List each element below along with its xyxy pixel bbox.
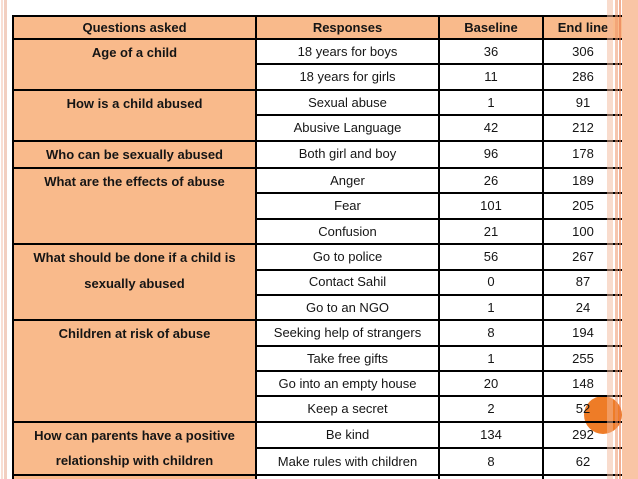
baseline-cell: 11 <box>438 63 544 91</box>
response-cell: Seeking help of strangers <box>255 319 440 347</box>
header-row: Questions asked Responses Baseline End l… <box>12 15 624 40</box>
column-header-endline: End line <box>542 15 624 40</box>
endline-cell: 178 <box>542 139 624 169</box>
question-cell: Age of a child <box>12 38 257 91</box>
baseline-cell: 20 <box>438 370 544 398</box>
table-row: Who can be sexually abused Both girl and … <box>12 139 624 169</box>
right-border-band <box>622 0 638 479</box>
table-row: Fear 101 205 <box>13 192 624 220</box>
endline-cell: 286 <box>542 63 624 91</box>
baseline-cell: 36 <box>438 37 544 66</box>
endline-cell: 62 <box>542 447 624 476</box>
response-cell: Sexual abuse <box>255 88 440 117</box>
left-border-stripe-outer <box>1 0 3 479</box>
baseline-cell: 1 <box>438 88 544 117</box>
endline-cell: 148 <box>542 370 624 398</box>
response-cell: 18 years for girls <box>255 63 440 91</box>
response-cell: Keep a secret <box>255 395 440 423</box>
column-header-questions: Questions asked <box>12 15 257 40</box>
baseline-cell: 1 <box>438 344 544 373</box>
endline-cell: 267 <box>542 243 624 271</box>
response-cell: Both girl and boy <box>255 139 440 169</box>
endline-cell: 87 <box>542 268 624 296</box>
baseline-cell: 0 <box>438 268 544 296</box>
question-cell: What should be done if a child is sexual… <box>12 243 257 322</box>
baseline-cell: 2 <box>438 395 544 423</box>
response-cell: Anger <box>255 166 440 195</box>
baseline-cell: 8 <box>438 447 544 476</box>
baseline-cell: 42 <box>438 114 544 142</box>
table-row: Contact Sahil 0 87 <box>13 268 624 296</box>
table-row: Age of a child 18 years for boys 36 306 <box>12 37 624 91</box>
response-cell: Take free gifts <box>255 344 440 373</box>
table-row: How is a child abused Sexual abuse 1 91 <box>12 88 624 142</box>
table-row: Children at risk of abuse Seeking help of… <box>12 319 624 423</box>
question-cell: What are the effects of abuse <box>12 166 257 246</box>
baseline-cell: 134 <box>438 420 544 450</box>
table-row: 18 years for girls 11 286 <box>13 63 624 91</box>
response-cell: Be kind <box>255 420 440 450</box>
endline-cell: 24 <box>542 293 624 322</box>
baseline-cell: 96 <box>438 139 544 169</box>
endline-cell: 52 <box>542 395 624 423</box>
question-cell: Children at risk of abuse <box>12 319 257 423</box>
column-header-responses: Responses <box>255 15 440 40</box>
response-cell <box>255 473 440 479</box>
endline-cell: 292 <box>542 420 624 450</box>
endline-cell: 91 <box>542 88 624 117</box>
table-row: Keep a secret 2 52 <box>13 395 624 423</box>
column-header-baseline: Baseline <box>438 15 544 40</box>
response-cell: Go into an empty house <box>255 370 440 398</box>
table-row <box>12 473 624 479</box>
table-row: Go to an NGO 1 24 <box>13 293 624 322</box>
question-cell: Who can be sexually abused <box>12 139 257 169</box>
baseline-cell: 26 <box>438 166 544 195</box>
endline-cell <box>542 473 624 479</box>
response-cell: Fear <box>255 192 440 220</box>
table-row: What should be done if a child is sexual… <box>12 243 624 322</box>
table-row: Take free gifts 1 255 <box>13 344 624 373</box>
baseline-cell <box>438 473 544 479</box>
baseline-cell: 1 <box>438 293 544 322</box>
response-cell: 18 years for boys <box>255 37 440 66</box>
response-cell: Confusion <box>255 217 440 246</box>
left-border-stripe-inner <box>4 0 7 479</box>
response-cell: Go to an NGO <box>255 293 440 322</box>
question-cell: How can parents have a positive relation… <box>12 420 257 476</box>
endline-cell: 255 <box>542 344 624 373</box>
baseline-cell: 56 <box>438 243 544 271</box>
question-cell: How is a child abused <box>12 88 257 142</box>
table-row: How can parents have a positive relation… <box>12 420 624 476</box>
baseline-cell: 8 <box>438 319 544 347</box>
endline-cell: 205 <box>542 192 624 220</box>
table-row: What are the effects of abuse Anger 26 189 <box>12 166 624 246</box>
response-cell: Make rules with children <box>255 447 440 476</box>
endline-cell: 306 <box>542 37 624 66</box>
question-cell <box>12 473 257 479</box>
endline-cell: 212 <box>542 114 624 142</box>
response-cell: Contact Sahil <box>255 268 440 296</box>
survey-results-table: Questions asked Responses Baseline End l… <box>12 15 624 479</box>
response-cell: Abusive Language <box>255 114 440 142</box>
response-cell: Go to police <box>255 243 440 271</box>
endline-cell: 100 <box>542 217 624 246</box>
baseline-cell: 101 <box>438 192 544 220</box>
endline-cell: 194 <box>542 319 624 347</box>
endline-cell: 189 <box>542 166 624 195</box>
baseline-cell: 21 <box>438 217 544 246</box>
table-row: Make rules with children 8 62 <box>13 447 624 476</box>
